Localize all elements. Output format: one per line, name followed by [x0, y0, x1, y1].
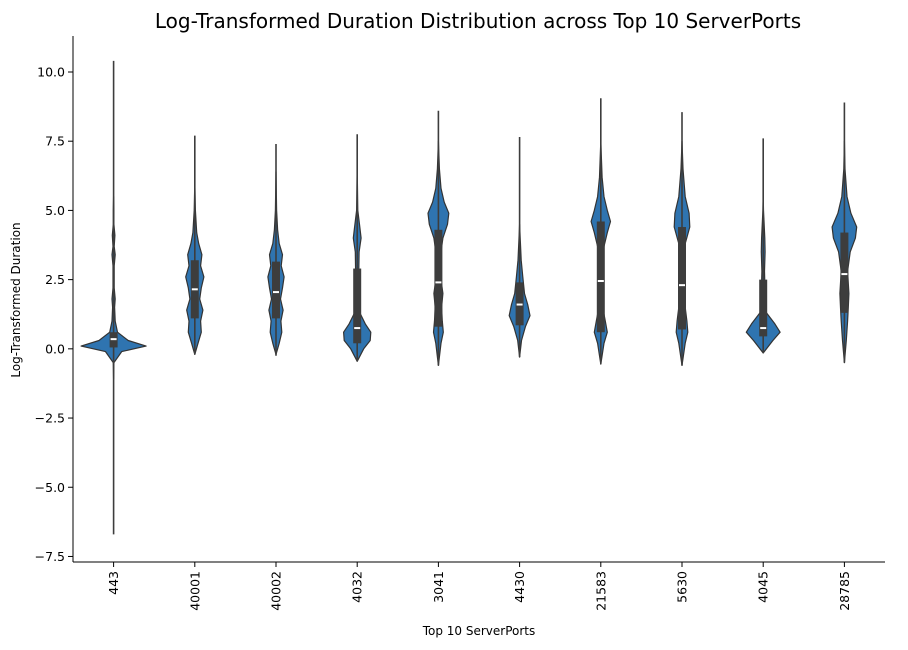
- y-tick-label: 0.0: [45, 341, 65, 356]
- x-tick-label: 5630: [675, 571, 690, 603]
- x-tick-label: 3041: [431, 571, 446, 603]
- violin-iqr-box: [840, 232, 849, 313]
- x-tick-label: 4430: [512, 571, 527, 603]
- chart-title: Log-Transformed Duration Distribution ac…: [155, 9, 801, 33]
- violin-iqr-box: [353, 268, 362, 344]
- violin-iqr-box: [678, 227, 686, 330]
- y-tick-label: 7.5: [45, 134, 65, 149]
- x-tick-label: 4032: [350, 571, 365, 603]
- y-axis-label: Log-Transformed Duration: [9, 222, 23, 377]
- y-tick-label: 2.5: [45, 272, 65, 287]
- x-tick-label: 4045: [756, 571, 771, 603]
- x-tick-label: 40001: [187, 571, 202, 611]
- x-tick-label: 40002: [269, 571, 284, 611]
- y-tick-label: 5.0: [45, 203, 65, 218]
- violin-iqr-box: [272, 261, 280, 319]
- x-tick-label: 443: [106, 571, 121, 595]
- y-tick-label: −7.5: [35, 549, 65, 564]
- y-tick-label: −5.0: [35, 480, 65, 495]
- x-tick-label: 28785: [837, 571, 852, 611]
- y-tick-label: 10.0: [37, 64, 65, 79]
- x-tick-label: 21583: [593, 571, 608, 611]
- y-tick-label: −2.5: [35, 411, 65, 426]
- plot-area: −7.5 −5.0 −2.5 0.0 2.5 5.0 7.5 10.0 443 40001 4000…: [35, 36, 885, 611]
- violin-iqr-box: [759, 279, 768, 337]
- violin-iqr-box: [596, 221, 605, 333]
- violin-iqr-box: [434, 229, 443, 327]
- x-axis-label: Top 10 ServerPorts: [422, 624, 536, 638]
